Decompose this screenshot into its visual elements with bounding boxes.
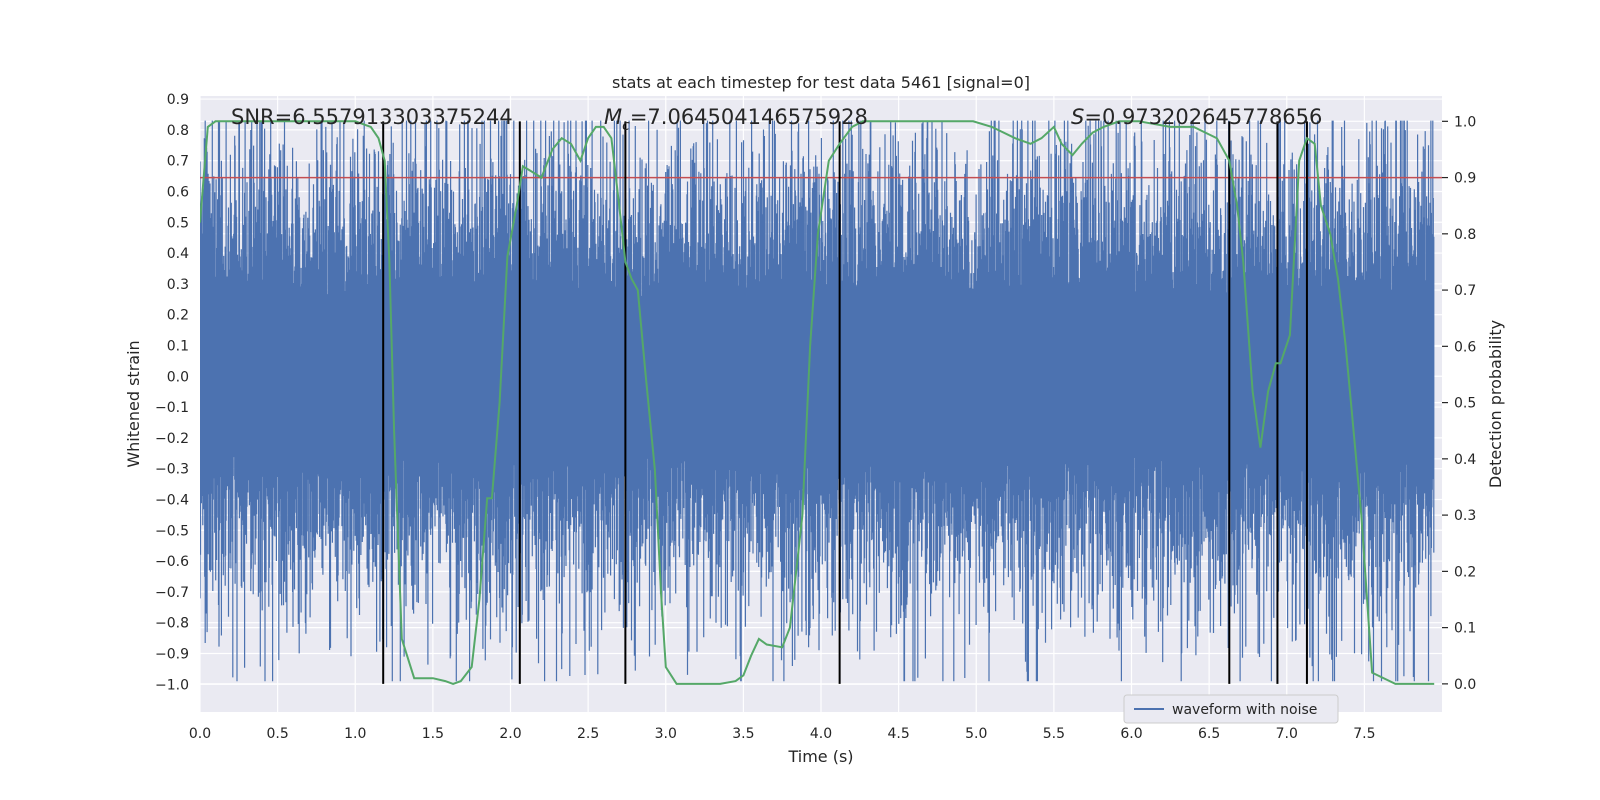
y-left-tick-label-16: −0.7 bbox=[155, 585, 189, 601]
x-tick-label-0: 0.0 bbox=[189, 726, 211, 742]
y-left-tick-label-11: −0.2 bbox=[155, 431, 189, 447]
y-right-tick-label-10: 0.0 bbox=[1454, 677, 1476, 693]
y-left-tick-label-9: 0.0 bbox=[167, 369, 189, 385]
y-left-tick-label-1: 0.8 bbox=[167, 123, 189, 139]
y-left-tick-label-3: 0.6 bbox=[167, 184, 189, 200]
y-right-tick-label-6: 0.4 bbox=[1454, 452, 1476, 468]
y-right-tick-label-3: 0.7 bbox=[1454, 283, 1476, 299]
chart-title: stats at each timestep for test data 546… bbox=[612, 73, 1030, 92]
y-right-tick-label-9: 0.1 bbox=[1454, 621, 1476, 637]
y-left-axis-label: Whitened strain bbox=[124, 340, 143, 467]
legend: waveform with noise bbox=[1123, 694, 1339, 724]
x-tick-label-14: 7.0 bbox=[1276, 726, 1298, 742]
x-axis-label: Time (s) bbox=[787, 747, 853, 766]
y-left-tick-label-13: −0.4 bbox=[155, 492, 189, 508]
y-left-tick-label-7: 0.2 bbox=[167, 308, 189, 324]
legend-box bbox=[1123, 694, 1339, 724]
x-tick-label-8: 4.0 bbox=[810, 726, 832, 742]
y-left-tick-label-10: −0.1 bbox=[155, 400, 189, 416]
y-left-tick-label-17: −0.8 bbox=[155, 616, 189, 632]
y-left-ticks: 0.9 0.8 0.7 0.6 0.5 0.4 0.3 0.2 0.1 0.0 −0.1 −0.2 −0… bbox=[155, 92, 189, 693]
x-tick-label-6: 3.0 bbox=[655, 726, 677, 742]
probability-series bbox=[200, 120, 1435, 685]
mc-value: =7.064504146575928 bbox=[630, 105, 868, 129]
x-tick-label-15: 7.5 bbox=[1353, 726, 1375, 742]
probability-line bbox=[200, 120, 1435, 685]
y-right-tick-label-4: 0.6 bbox=[1454, 339, 1476, 355]
y-right-axis-label: Detection probability bbox=[1486, 320, 1505, 488]
y-left-tick-label-15: −0.6 bbox=[155, 554, 189, 570]
x-tick-label-12: 6.0 bbox=[1120, 726, 1142, 742]
x-tick-label-10: 5.0 bbox=[965, 726, 987, 742]
waveform-series bbox=[200, 120, 1435, 682]
snr-annotation: SNR=6.557913303375244 bbox=[231, 105, 513, 129]
x-tick-label-1: 0.5 bbox=[266, 726, 288, 742]
x-tick-label-2: 1.0 bbox=[344, 726, 366, 742]
x-tick-label-13: 6.5 bbox=[1198, 726, 1220, 742]
y-right-tick-label-5: 0.5 bbox=[1454, 396, 1476, 412]
x-tick-label-9: 4.5 bbox=[887, 726, 909, 742]
y-left-tick-label-19: −1.0 bbox=[155, 677, 189, 693]
x-tick-label-3: 1.5 bbox=[422, 726, 444, 742]
s-annotation: S=0.973202645778656 bbox=[1071, 105, 1322, 129]
y-right-ticks: 1.0 0.9 0.8 0.7 0.6 0.5 0.4 0.3 0.2 0.1 0.0 bbox=[1442, 114, 1476, 693]
y-right-tick-label-7: 0.3 bbox=[1454, 508, 1476, 524]
y-left-tick-label-18: −0.9 bbox=[155, 646, 189, 662]
x-tick-label-7: 3.5 bbox=[732, 726, 754, 742]
s-symbol: S bbox=[1071, 105, 1084, 129]
legend-label: waveform with noise bbox=[1172, 702, 1317, 718]
waveform-trace bbox=[200, 120, 1435, 682]
y-left-tick-label-4: 0.5 bbox=[167, 215, 189, 231]
y-left-tick-label-12: −0.3 bbox=[155, 462, 189, 478]
x-tick-label-4: 2.0 bbox=[499, 726, 521, 742]
vertical-lines bbox=[382, 121, 1308, 684]
y-right-tick-label-8: 0.2 bbox=[1454, 564, 1476, 580]
y-right-tick-label-0: 1.0 bbox=[1454, 114, 1476, 130]
s-value: =0.973202645778656 bbox=[1084, 105, 1322, 129]
y-left-tick-label-8: 0.1 bbox=[167, 338, 189, 354]
y-right-tick-label-1: 0.9 bbox=[1454, 171, 1476, 187]
y-right-tick-label-2: 0.8 bbox=[1454, 227, 1476, 243]
mc-annotation: Mc=7.064504146575928 bbox=[604, 105, 868, 134]
y-left-tick-label-6: 0.3 bbox=[167, 277, 189, 293]
x-tick-label-11: 5.5 bbox=[1043, 726, 1065, 742]
y-left-tick-label-14: −0.5 bbox=[155, 523, 189, 539]
mc-symbol: M bbox=[604, 105, 622, 129]
mc-subscript: c bbox=[622, 118, 630, 134]
y-left-tick-label-5: 0.4 bbox=[167, 246, 189, 262]
x-ticks: 0.0 0.5 1.0 1.5 2.0 2.5 3.0 3.5 4.0 4.5 5.0 5.5 6.0 6… bbox=[189, 726, 1376, 742]
x-tick-label-5: 2.5 bbox=[577, 726, 599, 742]
y-left-tick-label-0: 0.9 bbox=[167, 92, 189, 108]
y-left-tick-label-2: 0.7 bbox=[167, 154, 189, 170]
